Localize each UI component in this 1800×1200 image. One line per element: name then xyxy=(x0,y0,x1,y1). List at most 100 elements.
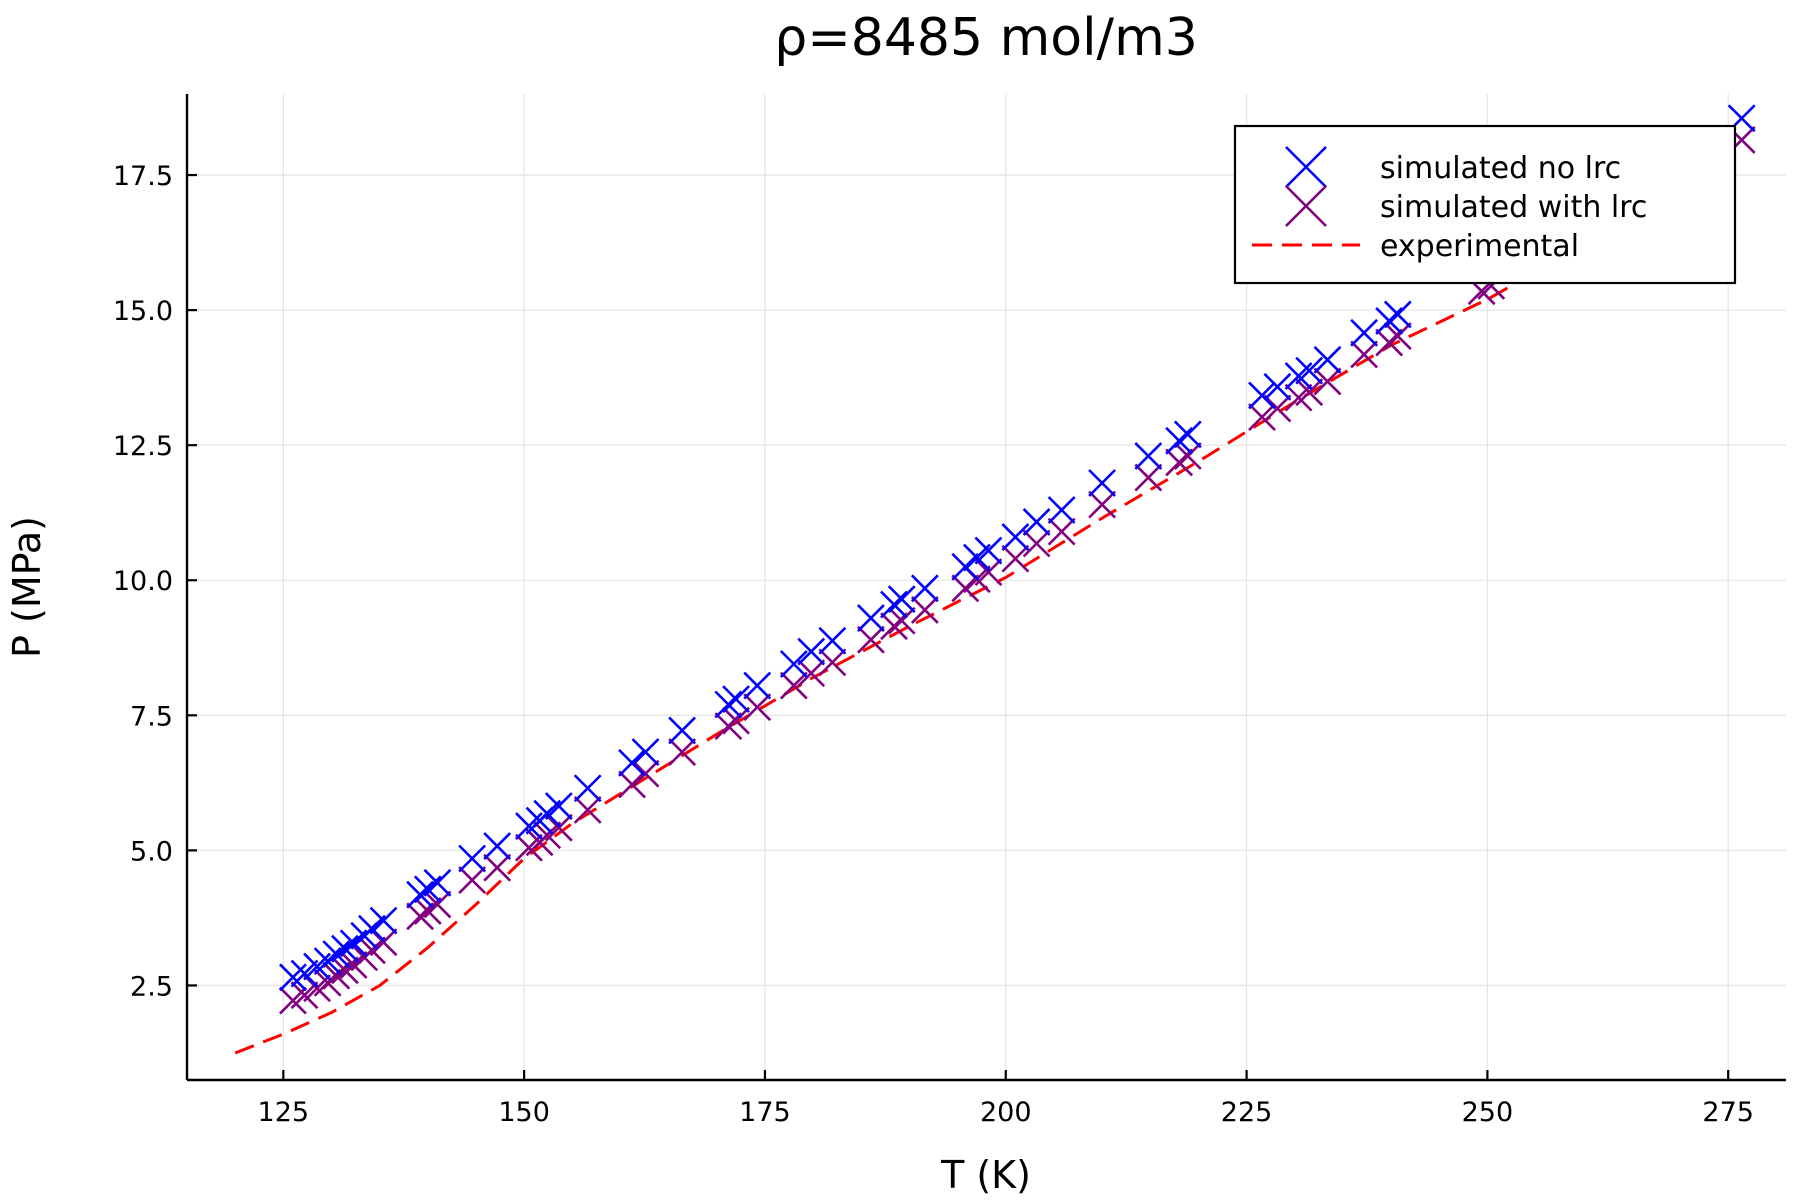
simulated-no-lrc-point xyxy=(797,637,826,666)
simulated-with-lrc-point xyxy=(1022,529,1051,558)
simulated-with-lrc-point xyxy=(1248,403,1276,432)
simulated-with-lrc-point xyxy=(856,625,885,654)
simulated-with-lrc-point xyxy=(1263,394,1292,423)
simulated-with-lrc-point xyxy=(1047,517,1076,546)
legend-marker-simulated-with-lrc xyxy=(1285,185,1327,227)
simulated-with-lrc-point xyxy=(668,738,697,766)
y-tick-label: 15.0 xyxy=(113,296,173,327)
simulated-no-lrc-point xyxy=(974,536,1003,565)
simulated-with-lrc-point xyxy=(290,981,319,1010)
y-tick-label: 17.5 xyxy=(113,161,173,192)
x-axis-ticks: 125 150 175 200 225 250 275 xyxy=(258,1070,1754,1128)
simulated-with-lrc-point xyxy=(331,956,359,985)
y-axis-title: P (MPa) xyxy=(5,516,49,658)
y-tick-label: 5.0 xyxy=(130,836,173,867)
simulated-no-lrc-point xyxy=(1350,318,1379,347)
legend-label-simulated-no-lrc: simulated no lrc xyxy=(1380,151,1621,186)
simulated-with-lrc-point xyxy=(618,770,646,799)
simulated-no-lrc-point xyxy=(631,738,660,766)
simulated-no-lrc-point xyxy=(331,934,359,963)
simulated-with-lrc-point xyxy=(1375,328,1404,357)
simulated-no-lrc-point xyxy=(743,671,772,700)
simulated-with-lrc-point xyxy=(1313,367,1342,396)
simulated-no-lrc-point xyxy=(1165,426,1194,455)
simulated-no-lrc-point xyxy=(951,552,980,581)
simulated-with-lrc-point xyxy=(483,853,512,882)
x-tick-label: 175 xyxy=(739,1097,791,1128)
simulated-no-lrc-point xyxy=(279,963,307,992)
y-tick-label: 10.0 xyxy=(113,566,173,597)
simulated-no-lrc-point xyxy=(1295,356,1324,385)
simulated-with-lrc-point xyxy=(322,961,351,990)
simulated-with-lrc-point xyxy=(358,936,386,965)
simulated-with-lrc-point xyxy=(880,612,908,641)
simulated-no-lrc-point xyxy=(668,716,697,745)
x-tick-label: 150 xyxy=(498,1097,550,1128)
x-tick-label: 275 xyxy=(1702,1097,1754,1128)
simulated-with-lrc-point xyxy=(544,813,573,842)
x-tick-label: 125 xyxy=(258,1097,310,1128)
simulated-no-lrc-point xyxy=(1375,306,1404,335)
grid xyxy=(187,94,1786,1080)
simulated-with-lrc-point xyxy=(573,795,602,824)
simulated-no-lrc-point xyxy=(1248,381,1276,410)
simulated-with-lrc-point xyxy=(714,712,743,741)
simulated-no-lrc-point xyxy=(818,626,847,655)
simulated-no-lrc-point xyxy=(856,604,885,632)
simulated-with-lrc-point xyxy=(1165,448,1194,477)
y-axis-ticks: 2.5 5.0 7.5 10.0 12.5 15.0 17.5 xyxy=(113,161,197,1002)
simulated-no-lrc-point xyxy=(1022,507,1051,536)
simulated-no-lrc-point xyxy=(1263,372,1292,401)
axes xyxy=(185,94,1786,1082)
simulated-with-lrc-point xyxy=(779,671,808,700)
simulated-no-lrc-point xyxy=(369,906,398,935)
legend-label-experimental: experimental xyxy=(1380,229,1579,264)
legend-marker-simulated-no-lrc xyxy=(1285,146,1327,188)
simulated-no-lrc-point xyxy=(423,868,452,897)
legend-swatch-simulated-no-lrc xyxy=(1285,146,1327,188)
simulated-with-lrc-point xyxy=(1173,442,1202,470)
x-tick-label: 225 xyxy=(1221,1097,1273,1128)
simulated-no-lrc-point xyxy=(714,690,743,719)
simulated-with-lrc-point xyxy=(887,606,916,635)
simulated-no-lrc-point xyxy=(458,844,487,873)
simulated-no-lrc-point xyxy=(1001,523,1030,551)
simulated-no-lrc-point xyxy=(880,590,908,619)
legend: simulated no lrc simulated with lrc expe… xyxy=(1233,124,1737,285)
legend-box xyxy=(1233,124,1737,285)
simulated-with-lrc-point xyxy=(797,659,826,688)
simulated-no-lrc-point xyxy=(1313,345,1342,374)
simulated-with-lrc-point xyxy=(743,693,772,722)
simulated-no-lrc-point xyxy=(358,914,386,943)
simulated-with-lrc-point xyxy=(1001,544,1030,573)
simulated-no-lrc-point xyxy=(544,792,573,821)
simulated-no-lrc-point xyxy=(290,959,319,988)
simulated-no-lrc-point xyxy=(1173,420,1202,449)
simulated-with-lrc-point xyxy=(722,706,750,735)
simulated-with-lrc-point xyxy=(1088,490,1117,519)
simulated-no-lrc-point xyxy=(618,748,646,777)
simulated-with-lrc-point xyxy=(423,890,452,919)
simulated-no-lrc-point xyxy=(887,585,916,614)
simulated-no-lrc-point xyxy=(1088,469,1117,497)
simulated-with-lrc-point xyxy=(631,759,660,788)
y-tick-label: 2.5 xyxy=(130,971,173,1002)
simulated-with-lrc-point xyxy=(1295,378,1324,407)
y-tick-label: 7.5 xyxy=(130,701,173,732)
x-axis-title: T (K) xyxy=(940,1153,1031,1197)
simulated-no-lrc-point xyxy=(573,774,602,803)
simulated-with-lrc-point xyxy=(974,558,1003,587)
simulated-no-lrc-point xyxy=(1047,496,1076,524)
simulated-no-lrc-point xyxy=(722,685,750,714)
y-tick-label: 12.5 xyxy=(113,431,173,462)
simulated-no-lrc-point xyxy=(1383,300,1412,329)
legend-swatch-simulated-with-lrc xyxy=(1285,185,1327,227)
simulated-no-lrc-point xyxy=(322,940,351,969)
simulated-with-lrc-point xyxy=(818,648,847,677)
simulated-no-lrc-point xyxy=(910,574,939,603)
legend-label-simulated-with-lrc: simulated with lrc xyxy=(1380,190,1647,225)
simulated-with-lrc-point xyxy=(1383,322,1412,350)
simulated-no-lrc-point xyxy=(406,880,435,909)
simulated-with-lrc-point xyxy=(951,574,980,603)
simulated-with-lrc-point xyxy=(458,866,487,895)
